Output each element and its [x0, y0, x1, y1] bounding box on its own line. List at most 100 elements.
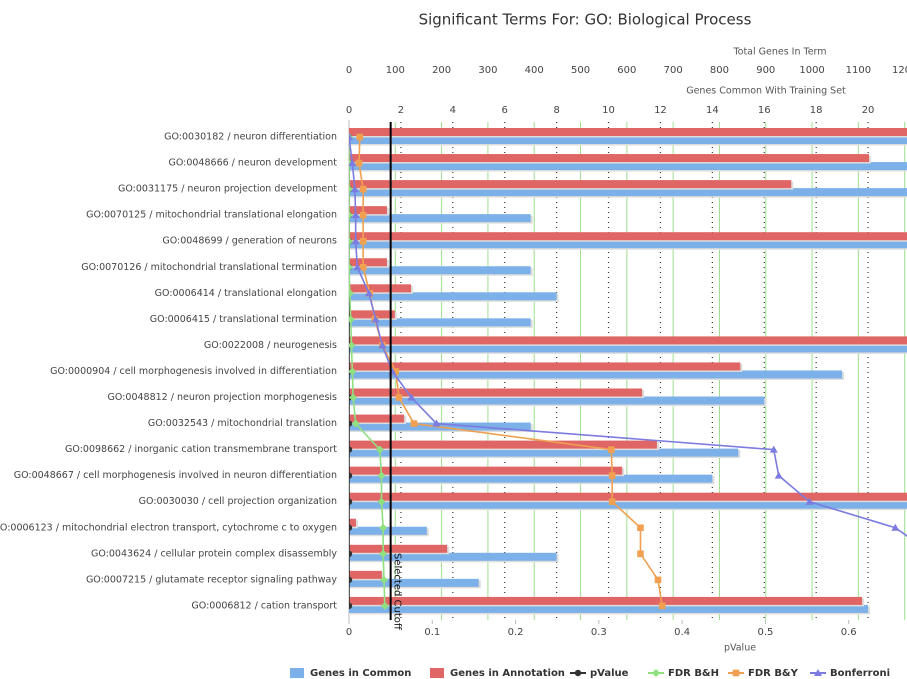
x_top-tick-label: 400 [525, 65, 544, 76]
marker [395, 394, 403, 401]
marker [608, 498, 616, 505]
marker [349, 263, 353, 272]
marker [351, 211, 360, 219]
bar [349, 284, 412, 293]
legend-label[interactable]: FDR B&Y [748, 668, 799, 679]
bar [349, 258, 387, 267]
bar [349, 318, 531, 327]
marker [359, 185, 367, 193]
category-label: GO:0032543 / mitochondrial translation [148, 418, 337, 429]
bar [349, 240, 907, 249]
bar [349, 518, 356, 527]
bar [349, 448, 739, 457]
bar [349, 370, 843, 379]
marker [608, 446, 615, 453]
marker [637, 550, 644, 558]
x_top-tick-label: 200 [432, 65, 451, 76]
x_mid-tick-label: 18 [810, 105, 823, 116]
x_mid-tick-label: 6 [502, 105, 508, 116]
marker [355, 159, 363, 167]
marker [349, 185, 353, 194]
marker [654, 576, 662, 584]
top-axis-title: Total Genes In Term [732, 47, 826, 58]
x_mid-tick-label: 14 [706, 105, 719, 116]
marker [379, 575, 388, 584]
bottom-axis-title: pValue [724, 643, 756, 654]
x_mid-tick-label: 20 [862, 105, 875, 116]
bar [349, 336, 907, 345]
marker [805, 497, 814, 505]
bar [349, 136, 907, 144]
marker [379, 523, 388, 532]
marker [891, 523, 900, 531]
bar [349, 500, 907, 509]
marker [349, 133, 353, 140]
category-label: GO:0048666 / neuron development [168, 158, 337, 169]
marker [351, 237, 360, 245]
x_bottom-tick-label: 0.1 [424, 627, 440, 638]
legend-swatch [290, 668, 304, 678]
legend-label[interactable]: Genes in Annotation [450, 668, 565, 679]
marker [410, 420, 418, 427]
x_top-tick-label: 700 [664, 65, 683, 76]
marker [349, 498, 353, 505]
x_top-tick-label: 100 [386, 65, 405, 76]
marker [814, 669, 822, 676]
x_mid-tick-label: 0 [346, 105, 352, 116]
bar [349, 570, 382, 579]
category-label: GO:0070125 / mitochondrial translational… [86, 210, 337, 221]
legend-label[interactable]: Genes in Common [310, 668, 411, 679]
category-label: GO:0048812 / neuron projection morphogen… [108, 392, 337, 403]
x_bottom-tick-label: 0.3 [591, 627, 607, 638]
marker [349, 341, 356, 350]
category-label: GO:0030182 / neuron differentiation [164, 132, 337, 143]
bar [349, 214, 531, 223]
category-label: GO:0070126 / mitochondrial translational… [81, 262, 337, 273]
legend-label[interactable]: pValue [590, 668, 629, 679]
marker [574, 669, 582, 677]
category-label: GO:0006123 / mitochondrial electron tran… [0, 522, 337, 533]
x_bottom-tick-label: 0.4 [674, 627, 690, 638]
x_top-tick-label: 500 [571, 65, 590, 76]
x_mid-tick-label: 2 [398, 105, 404, 116]
bar [349, 552, 557, 561]
x_top-tick-label: 0 [346, 65, 352, 76]
marker [774, 471, 783, 479]
x_bottom-tick-label: 0 [346, 627, 352, 638]
x_mid-tick-label: 8 [553, 105, 559, 116]
category-label: GO:0098662 / inorganic cation transmembr… [65, 444, 337, 455]
bar [349, 492, 907, 501]
category-label: GO:0006812 / cation transport [191, 600, 337, 611]
bar [349, 162, 907, 171]
mid-axis-title: Genes Common With Training Set [686, 86, 846, 97]
legend-label[interactable]: FDR B&H [668, 668, 719, 679]
marker [359, 237, 367, 245]
marker [349, 393, 358, 402]
legend-swatch [430, 668, 444, 678]
marker [432, 419, 441, 427]
marker [652, 669, 660, 677]
x_bottom-tick-label: 0.5 [757, 627, 773, 638]
marker [769, 445, 778, 453]
marker [349, 576, 353, 584]
x_bottom-tick-label: 0.2 [508, 627, 524, 638]
marker [349, 420, 353, 427]
bar [349, 474, 713, 483]
bar [349, 206, 387, 215]
x_top-tick-label: 800 [710, 65, 729, 76]
marker [349, 315, 355, 324]
marker [349, 550, 353, 557]
marker [364, 289, 373, 297]
marker [350, 185, 359, 193]
marker [375, 445, 384, 454]
bar [349, 362, 741, 371]
marker [377, 497, 386, 506]
marker [349, 237, 353, 246]
marker [356, 133, 364, 141]
marker [349, 446, 353, 453]
bar [349, 596, 863, 605]
bar [349, 388, 643, 397]
category-label: GO:0007215 / glutamate receptor signalin… [86, 574, 337, 585]
legend-label[interactable]: Bonferroni [830, 668, 890, 679]
